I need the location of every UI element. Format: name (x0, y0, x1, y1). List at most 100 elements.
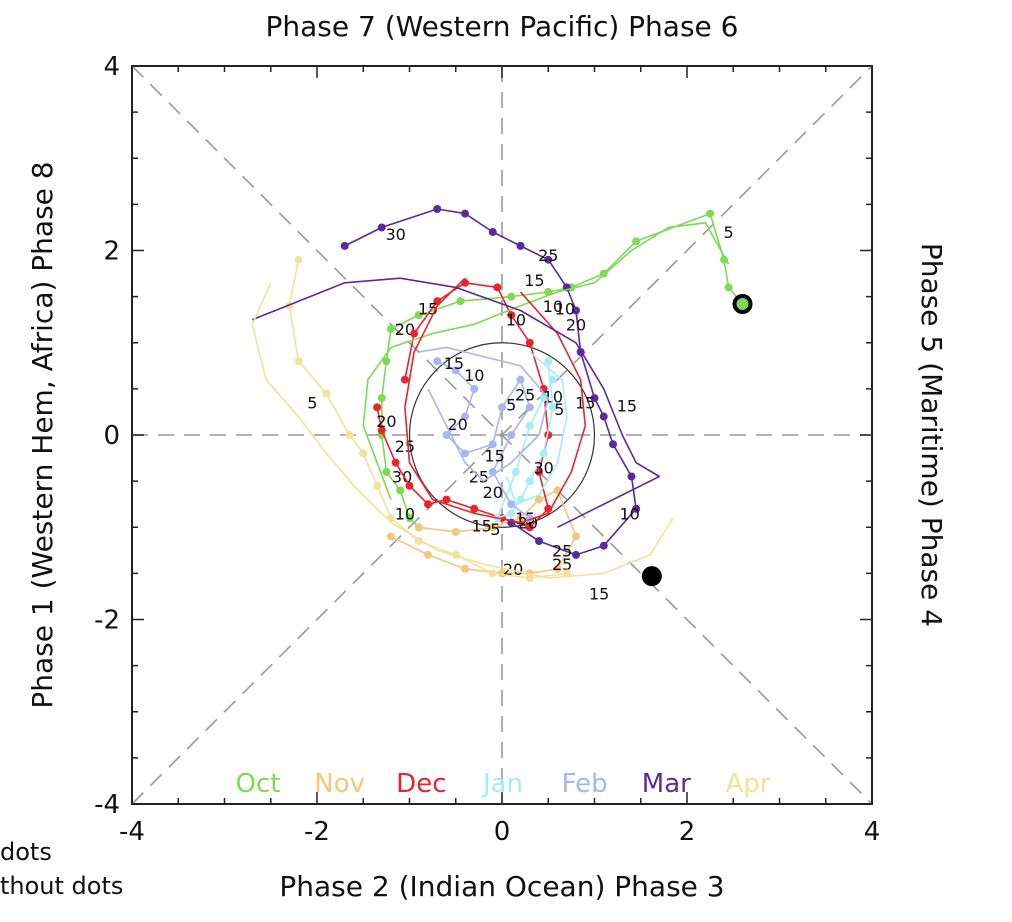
day-label: 15 (617, 396, 637, 415)
y-tick-label: 4 (103, 52, 120, 82)
day-label: 20 (376, 412, 396, 431)
x-tick-label: -4 (119, 817, 145, 847)
legend-apr: Apr (726, 769, 771, 799)
data-point (706, 209, 715, 218)
data-point (373, 481, 382, 490)
day-label: 25 (552, 555, 572, 574)
series-line (252, 277, 661, 529)
data-point (539, 449, 548, 458)
data-point (507, 500, 516, 509)
day-label: 10 (395, 504, 415, 523)
data-point (525, 523, 534, 532)
day-label: 15 (444, 354, 464, 373)
data-point (572, 306, 580, 315)
data-point (507, 509, 516, 518)
legend-jan: Jan (481, 769, 523, 799)
data-point (627, 472, 636, 481)
data-point (442, 495, 451, 504)
day-label: 10 (555, 300, 575, 319)
y-tick-label: -4 (94, 790, 120, 820)
series-line (344, 208, 637, 556)
note-line-2: thout dots (0, 872, 124, 900)
day-label: 25 (552, 541, 572, 560)
day-label: 5 (506, 396, 516, 415)
ticks (131, 65, 873, 805)
day-label: 15 (484, 446, 504, 465)
data-point (405, 514, 414, 523)
start-marker (732, 294, 753, 315)
day-label: 15 (471, 516, 491, 535)
data-point (294, 255, 303, 264)
data-point (359, 449, 368, 458)
x-tick-label: 4 (864, 817, 881, 847)
day-label: 20 (483, 483, 503, 502)
data-point (507, 311, 516, 320)
data-point (461, 412, 469, 421)
legend-feb: Feb (562, 769, 608, 799)
data-point (382, 357, 391, 366)
note-line-1: dots (0, 838, 52, 866)
data-point (535, 467, 543, 476)
data-point (488, 440, 497, 449)
data-point (470, 504, 479, 513)
x-axis-label: Phase 2 (Indian Ocean) Phase 3 (279, 870, 724, 903)
data-point (396, 486, 405, 495)
data-point (632, 504, 641, 513)
day-label: 20 (503, 560, 523, 579)
data-point (400, 375, 409, 384)
data-point (424, 500, 432, 509)
data-point (548, 375, 557, 384)
data-point (516, 375, 525, 384)
data-point (525, 403, 534, 412)
day-label: 20 (566, 315, 586, 334)
data-point (373, 403, 382, 412)
legend-oct: Oct (236, 769, 281, 799)
data-point (493, 283, 502, 292)
data-point (525, 573, 534, 582)
data-point (535, 537, 543, 546)
data-point (414, 311, 423, 320)
series-line (404, 277, 587, 524)
series-line (436, 360, 531, 519)
day-label: 5 (307, 394, 317, 413)
data-point (433, 204, 442, 213)
series-line (376, 282, 550, 529)
data-point (488, 569, 497, 578)
day-label: 30 (533, 458, 553, 477)
day-label: 10 (506, 311, 526, 330)
day-label: 20 (447, 415, 467, 434)
data-point (572, 532, 580, 541)
x-tick-label: 2 (679, 817, 696, 847)
day-label: 10 (619, 504, 639, 523)
data-point (377, 426, 386, 435)
chart-title: Phase 7 (Western Pacific) Phase 6 (265, 10, 738, 43)
data-point (609, 440, 617, 449)
series-trace (362, 222, 730, 500)
series-line (251, 282, 674, 579)
phase-guides (131, 65, 873, 805)
data-point (410, 329, 419, 338)
data-point (488, 228, 497, 237)
y-axis-label-right: Phase 5 (Maritime) Phase 4 (915, 243, 948, 627)
data-point (382, 467, 391, 476)
day-label: 30 (385, 225, 405, 244)
day-label: 5 (554, 400, 564, 419)
data-point (507, 431, 516, 439)
data-point (516, 241, 525, 250)
data-point (294, 357, 303, 366)
data-point (599, 541, 608, 550)
series-apr: 5 (285, 255, 571, 582)
data-point (507, 292, 516, 301)
data-point (553, 564, 562, 573)
data-point (451, 366, 460, 375)
day-label: 10 (543, 297, 563, 316)
data-point (424, 550, 432, 559)
day-label: 10 (464, 366, 484, 385)
data-point (442, 431, 451, 439)
series-line (505, 351, 568, 505)
data-point (720, 255, 728, 264)
